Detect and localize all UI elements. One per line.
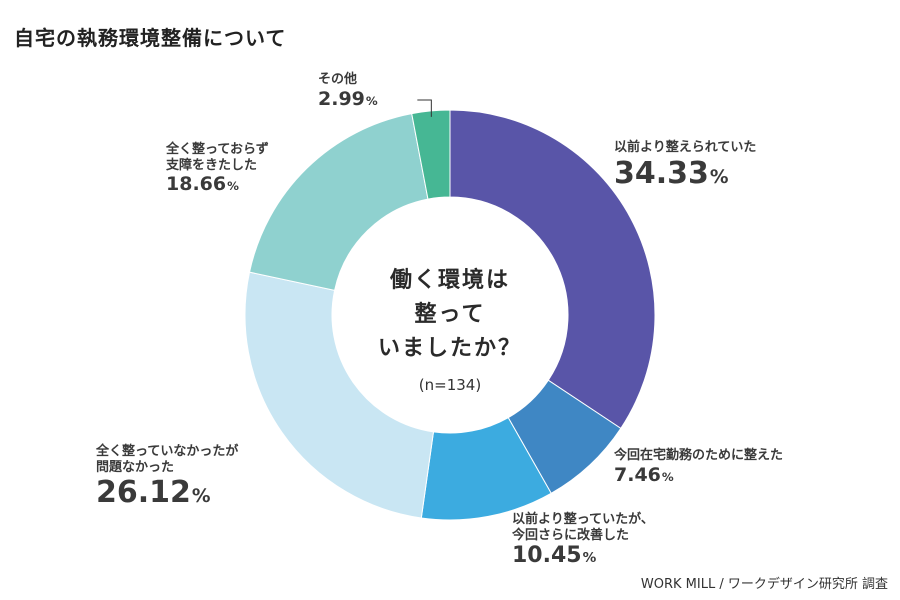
slice-value-number: 18.66 xyxy=(166,173,227,196)
donut-slice xyxy=(449,109,656,430)
slice-value: 7.46% xyxy=(614,464,783,487)
center-question-line: 整って xyxy=(414,302,486,328)
donut-slice xyxy=(411,109,451,200)
slice-value-number: 34.33 xyxy=(614,155,709,191)
center-question: 働く環境は 整って いましたか？ (n=134) xyxy=(340,264,560,394)
slice-label-text: 以前より整えられていた xyxy=(614,140,757,155)
slice-value-unit: % xyxy=(227,179,239,194)
slice-label: 以前より整っていたが、 今回さらに改善した 10.45% xyxy=(512,512,654,570)
slice-value-number: 2.99 xyxy=(318,87,365,110)
slice-label: 以前より整えられていた 34.33% xyxy=(614,140,756,192)
donut-slice xyxy=(244,271,435,519)
source-credit: WORK MILL / ワークデザイン研究所 調査 xyxy=(640,577,888,592)
slice-value: 34.33% xyxy=(614,156,756,192)
slice-label: その他 2.99% xyxy=(318,72,378,110)
slice-label-text: 今回さらに改善した xyxy=(512,527,630,543)
slice-value-number: 10.45 xyxy=(512,543,582,569)
slice-value: 18.66% xyxy=(166,173,269,196)
slice-label-text: 今回在宅勤務のために整えた xyxy=(614,448,784,463)
donut-slice xyxy=(248,113,429,291)
slice-value-unit: % xyxy=(709,166,729,188)
sample-size: (n=134) xyxy=(418,376,482,395)
slice-label-text: 問題なかった xyxy=(96,459,175,475)
slice-label: 全く整っていなかったが 問題なかった 26.12% xyxy=(96,444,238,511)
chart-title: 自宅の執務環境整備について xyxy=(14,26,287,50)
slice-value-unit: % xyxy=(661,469,674,484)
slice-label: 今回在宅勤務のために整えた 7.46% xyxy=(614,448,783,486)
slice-value-unit: % xyxy=(191,486,211,508)
slice-label-text: 全く整っていなかったが xyxy=(96,444,239,459)
center-question-line: いましたか？ xyxy=(377,336,522,362)
slice-label-text: 全く整っておらず xyxy=(166,142,269,157)
leader-line xyxy=(417,99,432,117)
slice-value-number: 7.46 xyxy=(614,463,661,486)
slice-value-number: 26.12 xyxy=(96,475,191,511)
slice-label-text: その他 xyxy=(318,72,358,87)
center-question-line: 働く環境は xyxy=(389,268,510,293)
slice-label-text: 支障をきたした xyxy=(166,157,258,173)
slice-value: 26.12% xyxy=(96,475,238,511)
slice-value-unit: % xyxy=(582,550,597,567)
slice-label: 全く整っておらず 支障をきたした 18.66% xyxy=(166,142,269,196)
slice-value: 10.45% xyxy=(512,543,654,569)
slice-value-unit: % xyxy=(365,93,378,108)
slice-label-text: 以前より整っていたが、 xyxy=(512,512,654,527)
slice-value: 2.99% xyxy=(318,88,378,111)
